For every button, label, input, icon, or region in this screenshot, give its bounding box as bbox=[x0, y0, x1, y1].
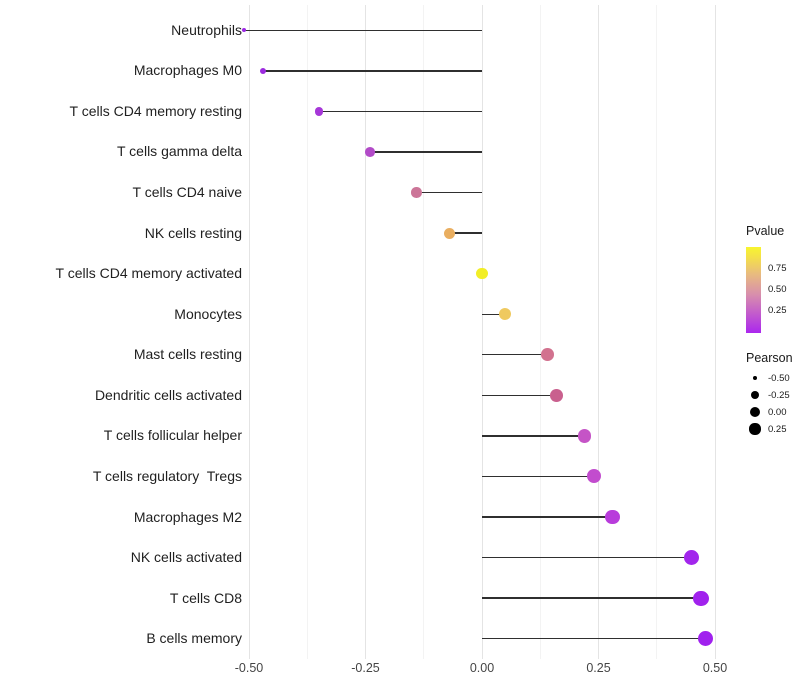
category-label: B cells memory bbox=[146, 630, 242, 647]
lollipop-stem bbox=[482, 597, 702, 599]
gridline-major bbox=[365, 5, 366, 659]
data-point bbox=[443, 227, 455, 239]
gridline-major bbox=[248, 5, 250, 659]
x-tick-label: 0.00 bbox=[469, 661, 495, 675]
category-label: Mast cells resting bbox=[133, 346, 242, 363]
gridline-major bbox=[598, 5, 599, 659]
data-point bbox=[697, 631, 714, 647]
size-legend-dot bbox=[749, 423, 761, 435]
size-legend-label: 0.00 bbox=[768, 406, 787, 418]
gridline-minor bbox=[306, 5, 308, 659]
category-label: Macrophages M0 bbox=[133, 62, 242, 79]
pvalue-legend-title: Pvalue bbox=[746, 224, 785, 238]
data-point bbox=[540, 348, 554, 362]
data-point bbox=[693, 590, 709, 606]
lollipop-stem bbox=[244, 29, 482, 31]
size-legend-label: -0.50 bbox=[768, 372, 790, 384]
data-point bbox=[550, 388, 563, 402]
category-label: T cells regulatory Tregs bbox=[92, 467, 242, 484]
category-label: NK cells resting bbox=[144, 224, 242, 241]
data-point bbox=[684, 550, 700, 566]
size-legend-dot bbox=[752, 375, 758, 381]
size-legend-dot bbox=[751, 391, 759, 399]
category-label: T cells CD8 bbox=[169, 589, 242, 606]
gridline-minor bbox=[539, 5, 541, 659]
lollipop-stem bbox=[262, 70, 482, 72]
category-label: T cells follicular helper bbox=[103, 427, 242, 444]
lollipop-stem bbox=[482, 475, 594, 478]
data-point bbox=[586, 469, 601, 484]
category-label: Macrophages M2 bbox=[133, 508, 242, 525]
lollipop-stem bbox=[449, 232, 482, 234]
lollipop-stem bbox=[482, 354, 548, 356]
data-point bbox=[411, 187, 423, 198]
lollipop-stem bbox=[416, 191, 482, 194]
colorbar-tick-label: 0.50 bbox=[768, 284, 787, 295]
category-label: Neutrophils bbox=[171, 21, 242, 38]
size-legend-label: -0.25 bbox=[768, 389, 790, 401]
x-tick-label: 0.50 bbox=[702, 661, 728, 675]
data-point bbox=[242, 28, 247, 33]
lollipop-stem bbox=[482, 556, 692, 559]
category-label: T cells CD4 memory resting bbox=[69, 102, 242, 119]
lollipop-stem bbox=[482, 313, 506, 315]
gridline-minor bbox=[423, 5, 425, 659]
category-label: Monocytes bbox=[174, 305, 242, 322]
colorbar-tick-label: 0.75 bbox=[768, 263, 787, 274]
x-tick-label: -0.25 bbox=[351, 661, 380, 675]
category-label: T cells CD4 memory activated bbox=[55, 265, 242, 282]
pearson-legend-title: Pearson bbox=[746, 351, 793, 365]
data-point bbox=[476, 267, 488, 280]
data-point bbox=[259, 67, 267, 75]
lollipop-stem bbox=[370, 151, 482, 153]
data-point bbox=[365, 147, 376, 157]
data-point bbox=[314, 107, 324, 116]
lollipop-stem bbox=[482, 435, 585, 437]
category-label: Dendritic cells activated bbox=[94, 386, 242, 403]
data-point bbox=[577, 429, 592, 443]
lollipop-stem bbox=[482, 516, 613, 518]
size-legend-label: 0.25 bbox=[768, 423, 787, 435]
x-tick-label: -0.50 bbox=[234, 661, 264, 675]
data-point bbox=[499, 308, 512, 321]
size-legend-dot bbox=[750, 407, 760, 417]
category-label: NK cells activated bbox=[130, 549, 242, 566]
pvalue-colorbar bbox=[746, 247, 761, 333]
colorbar-tick-label: 0.25 bbox=[768, 305, 787, 316]
lollipop-stem bbox=[318, 110, 482, 113]
category-label: T cells gamma delta bbox=[116, 143, 242, 160]
lollipop-stem bbox=[482, 638, 706, 640]
gridline-minor bbox=[656, 5, 658, 659]
gridline-major bbox=[714, 5, 716, 659]
x-tick-label: 0.25 bbox=[586, 661, 611, 675]
category-label: T cells CD4 naive bbox=[132, 184, 242, 201]
gridline-major bbox=[481, 5, 483, 659]
data-point bbox=[605, 509, 620, 525]
lollipop-stem bbox=[482, 394, 557, 397]
